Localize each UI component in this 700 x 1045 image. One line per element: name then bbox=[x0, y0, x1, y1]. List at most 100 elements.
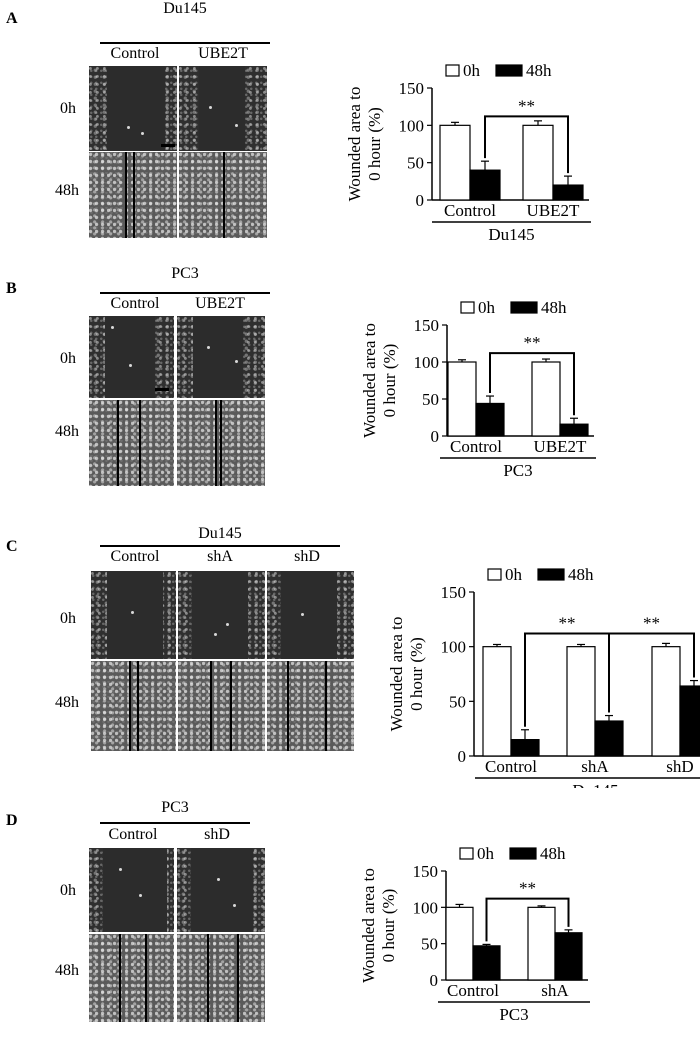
legend-swatch-0h bbox=[459, 847, 474, 860]
x-tick-label: UBE2T bbox=[527, 201, 581, 220]
panel-a: A Du145 Control UBE2T 0h 48h 0 50 100 150 Wo… bbox=[0, 0, 700, 245]
y-tick-label: 0 bbox=[416, 191, 425, 210]
column-label: shD bbox=[294, 548, 320, 565]
panel-label: A bbox=[6, 10, 18, 27]
legend-swatch-48h bbox=[510, 301, 538, 314]
image-group-title: Du145 bbox=[163, 0, 207, 17]
row-label: 48h bbox=[55, 962, 79, 979]
x-tick-label: Control bbox=[485, 757, 537, 776]
column-label: Control bbox=[108, 826, 158, 843]
row-label: 48h bbox=[55, 423, 79, 440]
y-tick-label: 100 bbox=[414, 353, 440, 372]
column-label: UBE2T bbox=[195, 295, 245, 312]
y-tick-label: 50 bbox=[449, 692, 466, 711]
x-tick-label: shA bbox=[541, 981, 569, 1000]
y-axis-label: 0 hour (%) bbox=[379, 889, 398, 963]
significance-label: ** bbox=[518, 96, 535, 115]
panel-label: C bbox=[6, 538, 18, 555]
row-label: 48h bbox=[55, 182, 79, 199]
bar-48h-Control bbox=[469, 169, 501, 201]
row-label: 0h bbox=[60, 610, 76, 627]
y-tick-label: 0 bbox=[458, 747, 467, 766]
y-tick-label: 100 bbox=[441, 638, 467, 657]
row-label: 0h bbox=[60, 350, 76, 367]
y-tick-label: 0 bbox=[431, 427, 440, 446]
image-group-title: Du145 bbox=[198, 525, 242, 542]
group-underline bbox=[100, 42, 270, 44]
x-tick-label: shD bbox=[666, 757, 693, 776]
bar-chart-b: 0 50 100 150 Wounded area to 0 hour (%) Contro… bbox=[360, 298, 596, 480]
y-tick-label: 0 bbox=[430, 971, 439, 990]
bar-48h-UBE2T bbox=[559, 423, 589, 437]
panel-d: D PC3 Control shD 0h 48h 0 50 100 150 Wounde… bbox=[0, 792, 700, 1045]
x-group-label: Du145 bbox=[488, 225, 534, 244]
micrograph-ube2t-48h bbox=[178, 151, 268, 239]
bar-48h-shA bbox=[594, 720, 624, 757]
micrograph-control-0h bbox=[90, 570, 177, 660]
legend-swatch-48h bbox=[509, 847, 537, 860]
significance-bracket bbox=[608, 632, 695, 713]
column-label: Control bbox=[110, 295, 160, 312]
micrograph-shd-0h bbox=[266, 570, 355, 660]
bar-48h-shD bbox=[679, 685, 700, 757]
bar-0h-shD bbox=[651, 646, 681, 757]
bar-0h-UBE2T bbox=[522, 124, 554, 201]
micrograph-ube2t-0h bbox=[178, 65, 268, 152]
column-label: Control bbox=[110, 45, 160, 62]
micrograph-control-0h bbox=[88, 315, 175, 399]
legend-label-48h: 48h bbox=[541, 298, 567, 317]
bar-0h-Control bbox=[482, 646, 512, 757]
image-group-title: PC3 bbox=[161, 799, 189, 816]
y-axis-label: 0 hour (%) bbox=[365, 107, 384, 181]
bar-48h-shA bbox=[554, 932, 583, 981]
legend-swatch-48h bbox=[495, 64, 523, 77]
y-axis-label: Wounded area to bbox=[360, 323, 379, 438]
micrograph-shd-0h bbox=[176, 847, 266, 933]
group-underline bbox=[100, 292, 270, 294]
x-group-label: Du145 bbox=[572, 781, 618, 788]
bar-chart-c: 0 50 100 150 Wounded area to 0 hour (%) Contro… bbox=[387, 565, 700, 788]
x-group-label: PC3 bbox=[503, 461, 532, 480]
legend-swatch-0h bbox=[445, 64, 460, 77]
x-tick-label: Control bbox=[450, 437, 502, 456]
y-tick-label: 100 bbox=[413, 898, 439, 917]
legend-label-0h: 0h bbox=[478, 298, 496, 317]
significance-label: ** bbox=[519, 879, 536, 898]
bar-0h-shA bbox=[527, 906, 556, 981]
y-axis-label: 0 hour (%) bbox=[407, 637, 426, 711]
micrograph-ube2t-0h bbox=[176, 315, 266, 399]
micrograph-shd-48h bbox=[266, 660, 355, 752]
row-label: 0h bbox=[60, 100, 76, 117]
x-tick-label: Control bbox=[447, 981, 499, 1000]
micrograph-shd-48h bbox=[176, 933, 266, 1023]
legend-label-0h: 0h bbox=[505, 565, 523, 584]
column-label: Control bbox=[110, 548, 160, 565]
group-underline bbox=[100, 545, 340, 547]
bar-0h-Control bbox=[445, 906, 474, 981]
y-tick-label: 150 bbox=[399, 79, 425, 98]
y-axis-label: Wounded area to bbox=[345, 87, 364, 202]
scale-bar bbox=[155, 388, 169, 391]
micrograph-control-48h bbox=[88, 399, 175, 487]
significance-label: ** bbox=[524, 333, 541, 352]
legend-label-0h: 0h bbox=[463, 61, 481, 80]
row-label: 48h bbox=[55, 694, 79, 711]
y-axis-label: Wounded area to bbox=[359, 868, 378, 983]
micrograph-sha-48h bbox=[177, 660, 266, 752]
significance-label: ** bbox=[559, 614, 576, 633]
micrograph-control-48h bbox=[90, 660, 177, 752]
panel-b: B PC3 Control UBE2T 0h 48h 0 50 100 150 Woun… bbox=[0, 260, 700, 495]
micrograph-ube2t-48h bbox=[176, 399, 266, 487]
x-tick-label: shA bbox=[581, 757, 609, 776]
significance-label: ** bbox=[643, 614, 660, 633]
micrograph-control-0h bbox=[88, 847, 175, 933]
panel-label: D bbox=[6, 812, 18, 829]
group-underline bbox=[100, 822, 250, 824]
legend-swatch-0h bbox=[487, 568, 502, 581]
y-tick-label: 50 bbox=[421, 935, 438, 954]
bar-0h-Control bbox=[439, 124, 471, 201]
y-axis-label: Wounded area to bbox=[387, 617, 406, 732]
bar-0h-UBE2T bbox=[531, 361, 561, 437]
column-label: shD bbox=[204, 826, 230, 843]
y-tick-label: 100 bbox=[399, 116, 425, 135]
